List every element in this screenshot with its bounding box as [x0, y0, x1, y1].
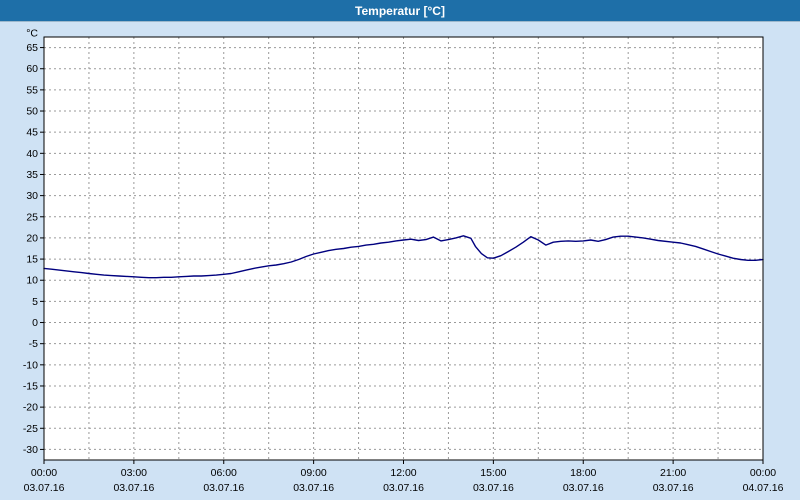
- x-tick-date-label: 03.07.16: [24, 482, 65, 494]
- x-tick-time-label: 12:00: [390, 467, 416, 479]
- y-tick-label: 25: [26, 211, 38, 223]
- y-tick-label: 55: [26, 84, 38, 96]
- y-tick-label: 35: [26, 169, 38, 181]
- x-tick-date-label: 03.07.16: [293, 482, 334, 494]
- x-tick-time-label: 06:00: [211, 467, 237, 479]
- x-tick-time-label: 09:00: [300, 467, 326, 479]
- x-tick-time-label: 18:00: [570, 467, 596, 479]
- x-tick-date-label: 03.07.16: [113, 482, 154, 494]
- x-tick-date-label: 03.07.16: [653, 482, 694, 494]
- y-axis-labels: 65605550454035302520151050-5-10-15-20-25…: [23, 42, 38, 456]
- y-axis-ticks: [40, 47, 44, 450]
- window-title-bar: Temperatur [°C]: [0, 0, 800, 22]
- y-tick-label: 40: [26, 148, 38, 160]
- y-tick-label: 45: [26, 127, 38, 139]
- y-tick-label: 10: [26, 275, 38, 287]
- x-axis-labels: 00:00 03.07.16 03:00 03.07.16 06:00 03.07.16 0…: [24, 467, 784, 494]
- temperature-line: [43, 235, 764, 279]
- x-tick-time-label: 03:00: [121, 467, 147, 479]
- x-tick-time-label: 00:00: [31, 467, 57, 479]
- y-tick-label: 20: [26, 232, 38, 244]
- y-tick-label: 0: [32, 317, 38, 329]
- y-tick-label: -30: [23, 444, 38, 456]
- temperature-chart: 65605550454035302520151050-5-10-15-20-25…: [23, 28, 784, 494]
- y-tick-label: -5: [29, 338, 38, 350]
- y-tick-label: -20: [23, 402, 38, 414]
- x-tick-time-label: 21:00: [660, 467, 686, 479]
- x-tick-date-label: 03.07.16: [203, 482, 244, 494]
- x-tick-date-label: 03.07.16: [563, 482, 604, 494]
- y-tick-label: -10: [23, 359, 38, 371]
- x-tick-date-label: 04.07.16: [743, 482, 784, 494]
- window-title: Temperatur [°C]: [355, 3, 445, 18]
- x-tick-time-label: 00:00: [750, 467, 776, 479]
- x-tick-date-label: 03.07.16: [473, 482, 514, 494]
- y-tick-label: -15: [23, 380, 38, 392]
- chart-area: 65 60 55 50 45 40 35 30 25 20 15 10 5 0 -5 -10 -15 -20 -25…: [0, 22, 800, 500]
- x-tick-date-label: 03.07.16: [383, 482, 424, 494]
- vertical-gridlines: [88, 37, 719, 460]
- y-tick-label: 65: [26, 42, 38, 54]
- y-tick-label: 60: [26, 63, 38, 75]
- x-tick-time-label: 15:00: [480, 467, 506, 479]
- y-tick-label: 30: [26, 190, 38, 202]
- y-tick-label: -25: [23, 423, 38, 435]
- y-tick-label: 50: [26, 106, 38, 118]
- y-tick-label: 15: [26, 254, 38, 266]
- x-axis-ticks: [43, 460, 764, 464]
- y-axis-unit-label: °C: [26, 28, 38, 40]
- y-tick-label: 5: [32, 296, 38, 308]
